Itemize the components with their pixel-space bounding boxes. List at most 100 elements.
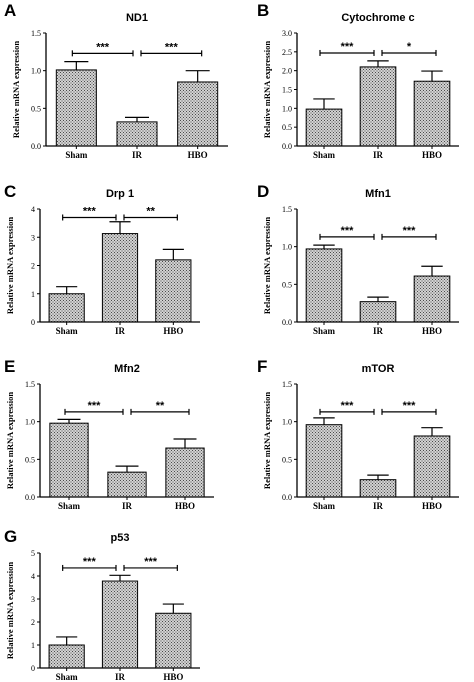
significance-label: ***: [341, 225, 355, 237]
y-tick-label: 0.5: [282, 455, 292, 464]
y-axis-title: Relative mRNA expression: [262, 41, 272, 138]
y-tick-label: 2.5: [282, 48, 292, 57]
x-tick-label: Sham: [56, 672, 79, 682]
significance-label: ***: [144, 556, 158, 568]
y-tick-label: 1: [31, 290, 35, 299]
bar-hbo: [165, 447, 205, 498]
x-tick-label: HBO: [163, 672, 183, 682]
panel-letter: C: [4, 182, 16, 201]
y-tick-label: 1: [31, 641, 35, 650]
x-tick-label: HBO: [188, 150, 208, 160]
significance-label: ***: [341, 400, 355, 412]
y-tick-label: 1.0: [31, 67, 41, 76]
y-tick-label: 3: [31, 595, 35, 604]
y-tick-label: 0: [31, 664, 35, 673]
error-bar-ir: [367, 474, 389, 480]
panel-letter: B: [257, 1, 269, 20]
significance-bracket: [123, 214, 178, 221]
significance-label: ***: [96, 41, 110, 53]
x-tick-label: IR: [373, 150, 384, 160]
y-tick-label: 4: [31, 572, 35, 581]
panel-letter: E: [4, 357, 15, 376]
error-bar-sham: [313, 417, 335, 425]
y-tick-label: 1.0: [282, 418, 292, 427]
error-bar-hbo: [421, 265, 443, 277]
chart-title: mTOR: [362, 363, 395, 375]
error-bar-hbo: [421, 70, 443, 82]
error-bar-ir: [115, 465, 139, 473]
chart-title: p53: [111, 532, 130, 544]
bar-ir: [107, 471, 147, 498]
panel-letter: G: [4, 527, 17, 546]
x-tick-label: Sham: [313, 326, 336, 336]
y-tick-label: 3: [31, 233, 35, 242]
y-tick-label: 0.5: [25, 455, 35, 464]
error-bar-hbo: [162, 603, 184, 614]
y-tick-label: 1.0: [25, 418, 35, 427]
error-bar-sham: [56, 636, 78, 645]
error-bar-hbo: [185, 70, 210, 82]
y-tick-label: 4: [31, 205, 35, 214]
y-tick-label: 0: [31, 318, 35, 327]
x-tick-label: HBO: [175, 501, 195, 511]
error-bar-sham: [56, 286, 78, 294]
significance-bracket: [381, 233, 437, 240]
x-tick-label: IR: [132, 150, 143, 160]
bar-sham: [48, 644, 85, 669]
chart-title: Drp 1: [106, 188, 134, 200]
bar-sham: [55, 69, 97, 147]
bar-ir: [101, 233, 139, 323]
y-tick-label: 2: [31, 618, 35, 627]
x-tick-label: IR: [122, 501, 133, 511]
significance-label: *: [407, 41, 412, 53]
significance-bracket: [319, 49, 375, 56]
y-tick-label: 2: [31, 262, 35, 271]
significance-bracket: [319, 233, 375, 240]
significance-bracket: [140, 50, 203, 57]
error-bar-ir: [109, 574, 131, 582]
x-tick-label: Sham: [56, 326, 79, 336]
y-axis-title: Relative mRNA expression: [5, 562, 15, 659]
y-tick-label: 1.0: [282, 243, 292, 252]
significance-label: ***: [83, 205, 97, 217]
x-tick-label: Sham: [313, 150, 336, 160]
bar-ir: [116, 121, 158, 147]
significance-bracket: [62, 564, 117, 571]
chart-title: Mfn1: [365, 188, 391, 200]
bar-hbo: [155, 259, 192, 323]
bar-hbo: [155, 612, 192, 669]
significance-bracket: [64, 408, 124, 415]
error-bar-sham: [64, 61, 89, 70]
significance-bracket: [381, 49, 437, 56]
y-tick-label: 1.5: [282, 380, 292, 389]
bar-hbo: [413, 435, 451, 498]
error-bar-ir: [367, 296, 389, 302]
significance-bracket: [62, 214, 117, 221]
error-bar-ir: [367, 60, 389, 67]
significance-label: ***: [165, 41, 179, 53]
x-tick-label: IR: [373, 326, 384, 336]
error-bar-sham: [313, 244, 335, 249]
y-tick-label: 1.0: [282, 104, 292, 113]
x-tick-label: IR: [115, 672, 126, 682]
panel-letter: D: [257, 182, 269, 201]
error-bar-ir: [109, 221, 131, 234]
error-bar-hbo: [421, 427, 443, 436]
y-tick-label: 0.0: [282, 493, 292, 502]
panel-letter: F: [257, 357, 267, 376]
error-bar-hbo: [173, 438, 197, 449]
y-tick-label: 1.5: [282, 86, 292, 95]
y-axis-title: Relative mRNA expression: [262, 217, 272, 314]
y-tick-label: 0.0: [282, 142, 292, 151]
error-bar-hbo: [162, 248, 184, 260]
significance-bracket: [319, 408, 375, 415]
y-tick-label: 1.5: [25, 380, 35, 389]
x-tick-label: HBO: [163, 326, 183, 336]
chart-panel-b: B Cytochrome c Relative mRNA expression 0.0…: [257, 1, 459, 160]
bar-hbo: [177, 81, 219, 147]
bar-sham: [49, 422, 89, 498]
panel-letter: A: [4, 1, 16, 20]
y-axis-title: Relative mRNA expression: [262, 392, 272, 489]
